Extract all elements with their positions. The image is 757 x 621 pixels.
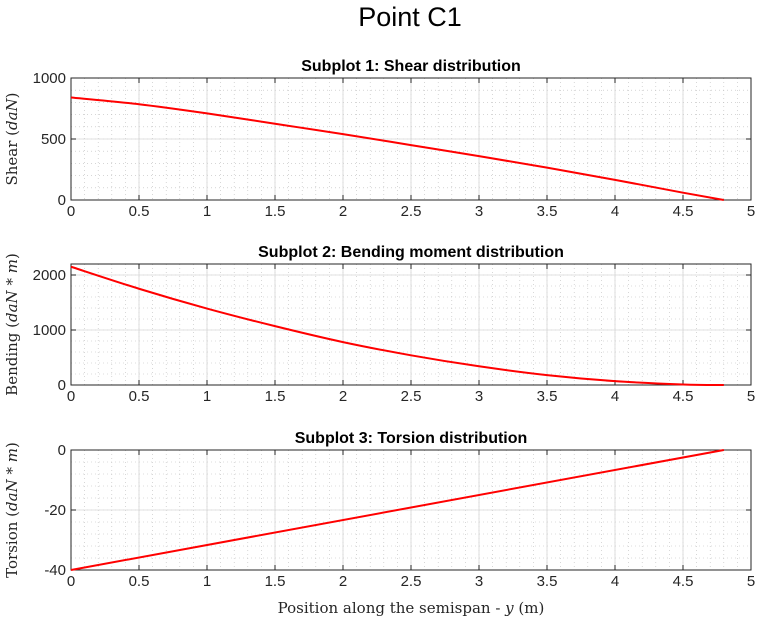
x-tick-label: 5 bbox=[747, 573, 755, 590]
x-tick-label: 5 bbox=[747, 203, 755, 220]
x-tick-label: 3 bbox=[475, 573, 483, 590]
label-part-italic: y bbox=[504, 599, 514, 617]
label-part-prefix: Bending ( bbox=[3, 322, 21, 396]
label-part-prefix: Torsion ( bbox=[3, 511, 21, 578]
x-tick-label: 1 bbox=[203, 573, 211, 590]
x-tick-label: 1.5 bbox=[265, 388, 286, 405]
x-axis-label: Position along the semispan - y (m) bbox=[278, 599, 545, 617]
x-tick-label: 2 bbox=[339, 573, 347, 590]
subplot-3: 0 0.5 1 1.5 2 2.5 3 3.5 4 4.5 5 -40 -20 0 Subplot 3: T… bbox=[3, 430, 755, 617]
x-tick-label: 4.5 bbox=[673, 203, 694, 220]
x-tick-label: 3.5 bbox=[537, 203, 558, 220]
subplot-title: Subplot 2: Bending moment distribution bbox=[258, 244, 564, 261]
x-tick-label: 3.5 bbox=[537, 388, 558, 405]
x-tick-label: 0 bbox=[67, 388, 75, 405]
subplot-title: Subplot 3: Torsion distribution bbox=[295, 430, 528, 447]
y-tick-label: 0 bbox=[58, 192, 66, 209]
label-part-suffix: ) bbox=[3, 253, 21, 259]
major-grid bbox=[70, 77, 752, 201]
x-tick-label: 3 bbox=[475, 203, 483, 220]
major-grid bbox=[70, 264, 752, 386]
subplot-2: 0 0.5 1 1.5 2 2.5 3 3.5 4 4.5 5 0 1000 2000 Subplot 2:… bbox=[3, 244, 755, 405]
y-tick-label: 0 bbox=[58, 377, 66, 394]
subplot-title: Subplot 1: Shear distribution bbox=[301, 58, 521, 75]
x-tick-label: 3.5 bbox=[537, 573, 558, 590]
x-tick-label: 0 bbox=[67, 203, 75, 220]
y-tick-label: -40 bbox=[44, 562, 66, 579]
subplot-1: 0 0.5 1 1.5 2 2.5 3 3.5 4 4.5 5 0 500 1000 Subplot 1: … bbox=[3, 58, 755, 220]
y-tick-label: 2000 bbox=[33, 267, 66, 284]
x-tick-label: 0.5 bbox=[129, 203, 150, 220]
y-tick-label: 1000 bbox=[33, 70, 66, 87]
y-axis-label: Bending (daN * m) bbox=[3, 253, 21, 396]
x-tick-label: 4.5 bbox=[673, 388, 694, 405]
x-tick-label: 2 bbox=[339, 203, 347, 220]
x-tick-label: 0.5 bbox=[129, 388, 150, 405]
x-tick-label: 1.5 bbox=[265, 203, 286, 220]
y-tick-label: 1000 bbox=[33, 322, 66, 339]
x-tick-label: 0.5 bbox=[129, 573, 150, 590]
y-tick-label: 500 bbox=[41, 131, 66, 148]
x-tick-label: 2 bbox=[339, 388, 347, 405]
y-axis-label: Shear (daN) bbox=[3, 92, 21, 185]
x-tick-label: 2.5 bbox=[401, 388, 422, 405]
x-tick-label: 3 bbox=[475, 388, 483, 405]
x-tick-label: 0 bbox=[67, 573, 75, 590]
label-part-prefix: Shear ( bbox=[3, 130, 21, 186]
label-part-italic: daN bbox=[3, 97, 21, 130]
x-tick-label: 1 bbox=[203, 203, 211, 220]
series-line-1 bbox=[70, 449, 724, 571]
y-axis-label: Torsion (daN * m) bbox=[3, 442, 21, 578]
x-tick-label: 4 bbox=[611, 388, 619, 405]
y-tick-label: -20 bbox=[44, 502, 66, 519]
x-tick-label: 1.5 bbox=[265, 573, 286, 590]
label-part-italic: daN * m bbox=[3, 259, 21, 322]
label-part-prefix: Position along the semispan - bbox=[278, 599, 506, 617]
x-tick-label: 5 bbox=[747, 388, 755, 405]
x-tick-label: 4 bbox=[611, 203, 619, 220]
label-part-suffix: (m) bbox=[514, 599, 545, 617]
series-line-1 bbox=[70, 265, 724, 386]
y-tick-label: 0 bbox=[58, 442, 66, 459]
label-part-suffix: ) bbox=[3, 92, 21, 98]
figure-title: Point C1 bbox=[358, 2, 462, 32]
x-tick-label: 2.5 bbox=[401, 203, 422, 220]
x-tick-label: 4 bbox=[611, 573, 619, 590]
x-tick-label: 4.5 bbox=[673, 573, 694, 590]
label-part-suffix: ) bbox=[3, 442, 21, 448]
x-tick-label: 2.5 bbox=[401, 573, 422, 590]
x-tick-label: 1 bbox=[203, 388, 211, 405]
label-part-italic: daN * m bbox=[3, 448, 21, 511]
series-line-1 bbox=[70, 96, 724, 201]
